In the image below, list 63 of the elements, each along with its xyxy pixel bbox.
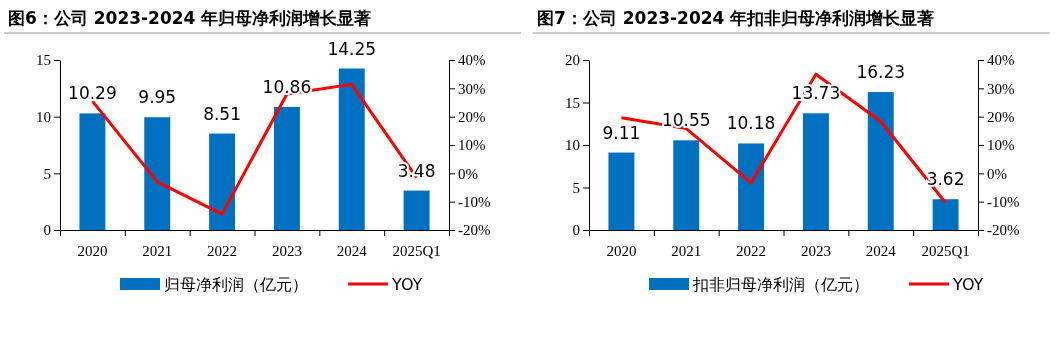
data-label: 16.23 [856,62,906,83]
data-label: 10.18 [726,113,776,134]
y2-tick-label: -10% [987,193,1020,210]
bar [867,92,894,230]
y2-tick-label: -10% [458,193,491,210]
y2-tick-label: 30% [987,80,1015,97]
data-label: 8.51 [203,103,242,124]
data-label: 10.86 [262,76,312,97]
x-tick-label: 2025Q1 [921,243,970,259]
legend-label: YOY [952,275,984,294]
x-tick-label: 2022 [207,243,238,259]
y-tick-label: 10 [565,137,580,154]
chart-title: 图6：公司 2023-2024 年归母净利润增长显著 [8,8,372,28]
x-tick-label: 2025Q1 [392,243,441,259]
x-tick-label: 2024 [336,243,368,259]
y2-tick-label: -20% [987,222,1020,239]
bar [608,152,635,230]
data-label: 10.55 [661,110,711,131]
bar [338,68,365,230]
chart-title: 图7：公司 2023-2024 年扣非归母净利润增长显著 [537,8,935,28]
y2-tick-label: 20% [458,108,486,125]
y-tick-label: 15 [36,52,51,69]
y2-tick-label: 40% [458,52,486,69]
bar [802,113,829,230]
y-tick-label: 10 [36,108,51,125]
bar [673,140,700,230]
legend-label: 扣非归母净利润（亿元） [692,275,869,294]
bar [932,199,959,230]
y-tick-label: 0 [572,222,580,239]
legend-label: YOY [391,275,423,294]
y2-tick-label: 40% [987,52,1015,69]
x-tick-label: 2024 [865,243,897,259]
x-tick-label: 2023 [271,243,302,259]
x-tick-label: 2021 [671,243,702,259]
data-label: 10.29 [68,83,117,104]
data-label: 9.11 [602,122,641,143]
y-tick-label: 5 [572,179,580,196]
y-tick-label: 0 [43,222,51,239]
y-tick-label: 15 [565,94,580,111]
x-tick-label: 2023 [800,243,831,259]
data-label: 14.25 [327,38,377,59]
y-tick-label: 5 [43,165,51,182]
bar [209,133,236,230]
x-tick-label: 2020 [606,243,637,259]
y2-tick-label: 10% [987,137,1015,154]
y2-tick-label: -20% [458,222,491,239]
y2-tick-label: 10% [458,137,486,154]
x-tick-label: 2022 [736,243,767,259]
bar [738,143,765,230]
y2-tick-label: 20% [987,108,1015,125]
bar [403,190,430,230]
data-label: 3.62 [926,169,965,190]
x-tick-label: 2021 [142,243,173,259]
data-label: 9.95 [138,87,177,108]
bar [144,117,171,230]
bar [79,113,106,230]
y2-tick-label: 0% [987,165,1007,182]
y2-tick-label: 0% [458,165,478,182]
y2-tick-label: 30% [458,80,486,97]
legend-label: 归母净利润（亿元） [164,275,308,294]
x-tick-label: 2020 [77,243,108,259]
bar [273,106,300,230]
y-tick-label: 20 [565,52,580,69]
